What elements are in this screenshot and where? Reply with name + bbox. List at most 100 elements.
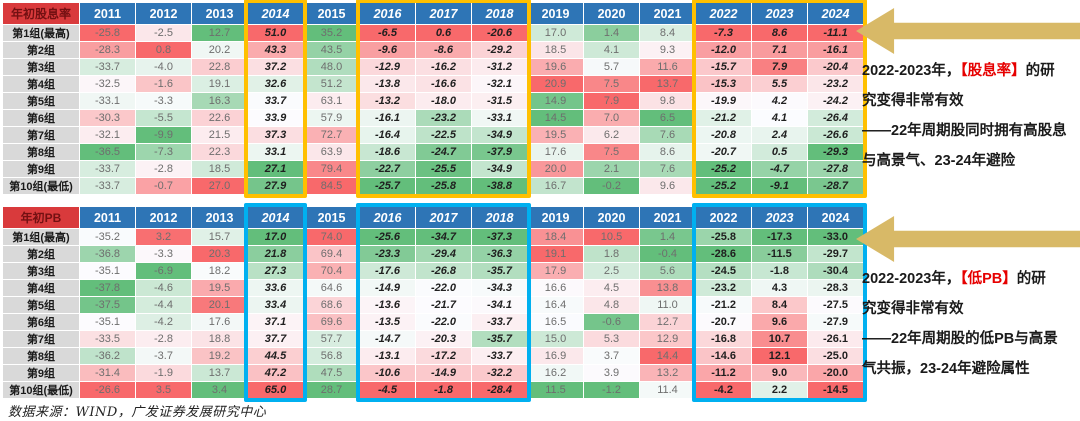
heat-cell: -1.8	[416, 382, 471, 398]
heat-cell: 7.6	[640, 127, 695, 143]
heat-cell: -2.8	[136, 161, 191, 177]
group-label-cell: 第1组(最高)	[3, 25, 79, 41]
heat-cell: 79.4	[304, 161, 359, 177]
heat-cell: -3.3	[136, 93, 191, 109]
heat-cell: -17.2	[416, 348, 471, 364]
annotation-line: 2022-2023年，【低PB】的研	[862, 264, 1080, 294]
heat-cell: 47.2	[248, 365, 303, 381]
heat-cell: -16.1	[360, 110, 415, 126]
heat-cell: -33.7	[80, 161, 135, 177]
heat-cell: -3.3	[136, 246, 191, 262]
heat-cell: -28.4	[472, 382, 527, 398]
heat-cell: 72.7	[304, 127, 359, 143]
heat-cell: 44.5	[248, 348, 303, 364]
heat-cell: -26.6	[808, 127, 863, 143]
heat-cell: -24.2	[808, 93, 863, 109]
heat-cell: 12.1	[752, 348, 807, 364]
heat-cell: -5.5	[136, 110, 191, 126]
heat-cell: -26.6	[80, 382, 135, 398]
heat-cell: -23.2	[416, 110, 471, 126]
heat-cell: 37.2	[248, 59, 303, 75]
heat-cell: -4.7	[752, 161, 807, 177]
group-label-cell: 第7组	[3, 331, 79, 347]
group-label-cell: 第5组	[3, 93, 79, 109]
year-header-cell: 2013	[192, 207, 247, 228]
table-row: 第4组 -37.8 -4.6 19.5 33.6 64.6 -14.9 -22.0 -34.3 1…	[3, 280, 863, 296]
annotation-text: 的研	[1025, 63, 1055, 79]
heat-cell: -4.4	[136, 297, 191, 313]
heat-cell: -16.1	[808, 42, 863, 58]
heat-cell: -14.9	[416, 365, 471, 381]
heat-cell: 22.3	[192, 144, 247, 160]
heat-cell: 4.1	[752, 110, 807, 126]
heat-cell: 7.1	[752, 42, 807, 58]
year-header-cell: 2013	[192, 3, 247, 24]
group-label-cell: 第8组	[3, 144, 79, 160]
heat-cell: 2.1	[584, 161, 639, 177]
heat-cell: 48.0	[304, 59, 359, 75]
heat-cell: 20.2	[192, 42, 247, 58]
heat-cell: -37.5	[80, 297, 135, 313]
table-row: 第2组 -36.8 -3.3 20.3 21.8 69.4 -23.3 -29.4 -36.3 1…	[3, 246, 863, 262]
year-header-cell: 2018	[472, 3, 527, 24]
heat-cell: 3.9	[584, 365, 639, 381]
heat-cell: 10.5	[584, 229, 639, 245]
heat-cell: -21.7	[416, 297, 471, 313]
heat-cell: 7.5	[584, 76, 639, 92]
table-row: 第10组(最低) -33.7 -0.7 27.0 27.9 84.5 -25.7 -25.8-…	[3, 178, 863, 194]
heat-cell: 16.3	[192, 93, 247, 109]
heat-cell: -34.7	[416, 229, 471, 245]
heat-cell: 18.5	[192, 161, 247, 177]
year-header-cell: 2022	[696, 3, 751, 24]
heat-cell: -22.0	[416, 314, 471, 330]
heat-cell: -4.6	[136, 280, 191, 296]
heat-cell: -35.1	[80, 263, 135, 279]
heat-cell: 2.4	[752, 127, 807, 143]
heat-cell: -13.2	[360, 93, 415, 109]
heat-cell: -29.2	[472, 42, 527, 58]
heat-cell: -18.0	[416, 93, 471, 109]
heatmap-grid: 年初股息率 2011 2012 2013 2014 2015 2016 2017 2018 201…	[2, 2, 864, 195]
dividend-yield-heatmap-table: 年初股息率 2011 2012 2013 2014 2015 2016 2017 2018 201…	[2, 0, 874, 198]
heat-cell: -28.3	[80, 42, 135, 58]
heat-cell: -25.8	[80, 25, 135, 41]
heat-cell: 64.6	[304, 280, 359, 296]
heat-cell: 12.9	[640, 331, 695, 347]
heatmap-grid: 年初PB 2011 2012 2013 2014 2015 2016 2017 2018 2019…	[2, 206, 864, 399]
annotation-highlight-text: 【低PB】	[960, 271, 1017, 287]
heat-cell: -37.8	[80, 280, 135, 296]
heat-cell: 19.6	[528, 59, 583, 75]
heat-cell: -9.9	[136, 127, 191, 143]
group-label-cell: 第9组	[3, 161, 79, 177]
heat-cell: -6.9	[136, 263, 191, 279]
heat-cell: 69.6	[304, 314, 359, 330]
heat-cell: 33.6	[248, 280, 303, 296]
heat-cell: -15.3	[696, 76, 751, 92]
heat-cell: -33.7	[80, 178, 135, 194]
heat-cell: -22.0	[416, 280, 471, 296]
year-header-cell: 2011	[80, 3, 135, 24]
heat-cell: 43.5	[304, 42, 359, 58]
heat-cell: -9.1	[752, 178, 807, 194]
heat-cell: -25.8	[696, 229, 751, 245]
heat-cell: -0.6	[584, 314, 639, 330]
heat-cell: 51.2	[304, 76, 359, 92]
heat-cell: 6.2	[584, 127, 639, 143]
year-header-cell: 2012	[136, 3, 191, 24]
heat-cell: -23.2	[696, 280, 751, 296]
heat-cell: 28.7	[304, 382, 359, 398]
table-row: 第6组 -35.1 -4.2 17.6 37.1 69.6 -13.5 -22.0 -33.7 1…	[3, 314, 863, 330]
table-title-cell: 年初PB	[3, 207, 79, 228]
heat-cell: -11.1	[808, 25, 863, 41]
heat-cell: -11.5	[752, 246, 807, 262]
heat-cell: 17.6	[528, 144, 583, 160]
heat-cell: 12.7	[640, 314, 695, 330]
heat-cell: -34.3	[472, 280, 527, 296]
annotation-line: ——22年周期股的低PB与高景	[862, 324, 1080, 354]
heat-cell: 33.4	[248, 297, 303, 313]
year-header-cell: 2021	[640, 207, 695, 228]
heat-cell: -13.8	[360, 76, 415, 92]
heat-cell: -26.8	[416, 263, 471, 279]
annotation-text: 究变得非常有效	[862, 301, 964, 317]
annotation-line: ——22年周期股同时拥有高股息	[862, 116, 1080, 146]
